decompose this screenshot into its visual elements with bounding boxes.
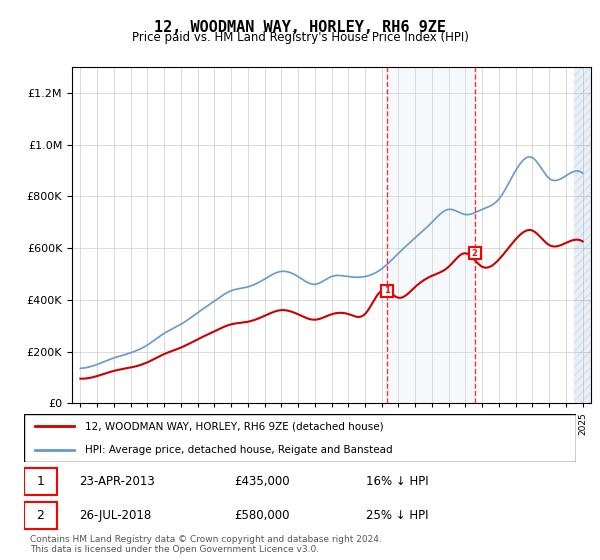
Text: Price paid vs. HM Land Registry's House Price Index (HPI): Price paid vs. HM Land Registry's House … [131, 31, 469, 44]
Bar [387, 67, 475, 403]
Text: 26-JUL-2018: 26-JUL-2018 [79, 508, 151, 522]
Text: £435,000: £435,000 [234, 475, 289, 488]
Text: 1: 1 [384, 286, 389, 295]
Text: 2: 2 [472, 249, 478, 258]
Text: 12, WOODMAN WAY, HORLEY, RH6 9ZE: 12, WOODMAN WAY, HORLEY, RH6 9ZE [154, 20, 446, 35]
Text: HPI: Average price, detached house, Reigate and Banstead: HPI: Average price, detached house, Reig… [85, 445, 392, 455]
FancyBboxPatch shape [24, 468, 57, 495]
Text: 2: 2 [37, 508, 44, 522]
Text: 16% ↓ HPI: 16% ↓ HPI [366, 475, 429, 488]
FancyBboxPatch shape [24, 414, 576, 462]
Text: 1: 1 [37, 475, 44, 488]
FancyBboxPatch shape [24, 502, 57, 529]
Text: £580,000: £580,000 [234, 508, 289, 522]
Text: 12, WOODMAN WAY, HORLEY, RH6 9ZE (detached house): 12, WOODMAN WAY, HORLEY, RH6 9ZE (detach… [85, 421, 383, 431]
Bar [574, 67, 591, 403]
Text: 25% ↓ HPI: 25% ↓ HPI [366, 508, 429, 522]
Text: 23-APR-2013: 23-APR-2013 [79, 475, 155, 488]
Text: Contains HM Land Registry data © Crown copyright and database right 2024.
This d: Contains HM Land Registry data © Crown c… [30, 535, 382, 554]
